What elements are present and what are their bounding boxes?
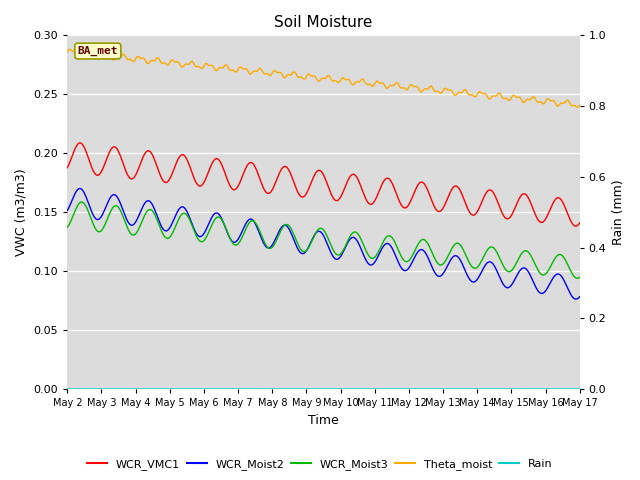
Text: BA_met: BA_met bbox=[77, 46, 118, 56]
Y-axis label: Rain (mm): Rain (mm) bbox=[612, 180, 625, 245]
Title: Soil Moisture: Soil Moisture bbox=[275, 15, 372, 30]
Y-axis label: VWC (m3/m3): VWC (m3/m3) bbox=[15, 168, 28, 256]
Legend: WCR_VMC1, WCR_Moist2, WCR_Moist3, Theta_moist, Rain: WCR_VMC1, WCR_Moist2, WCR_Moist3, Theta_… bbox=[83, 455, 557, 474]
X-axis label: Time: Time bbox=[308, 414, 339, 427]
